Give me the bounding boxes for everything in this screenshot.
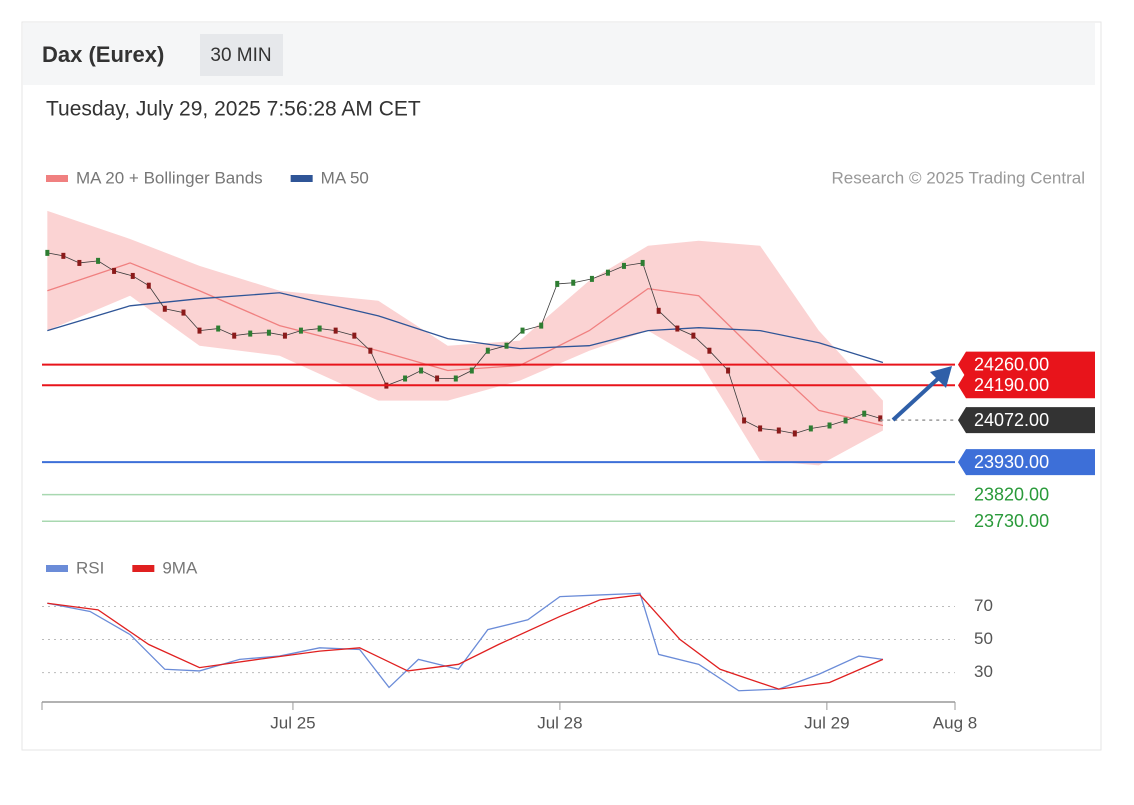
legend-label: RSI <box>76 558 104 577</box>
candle <box>266 329 271 336</box>
credit: Research © 2025 Trading Central <box>832 168 1086 187</box>
candle <box>504 342 509 349</box>
level-label: 24072.00 <box>974 410 1049 430</box>
candle <box>130 272 135 279</box>
candle <box>878 415 883 422</box>
level-box <box>958 449 1095 476</box>
timestamp: Tuesday, July 29, 2025 7:56:28 AM CET <box>46 98 421 121</box>
level-label: 23820.00 <box>974 484 1049 504</box>
series-line <box>47 292 884 364</box>
series-line <box>47 594 884 690</box>
candle <box>691 332 696 339</box>
x-tick-label: Jul 29 <box>804 713 849 732</box>
interval-box <box>200 34 283 76</box>
candle <box>368 347 373 354</box>
candle <box>112 267 117 274</box>
candle <box>675 325 680 332</box>
header-band <box>23 23 1095 85</box>
level-box <box>958 407 1095 434</box>
interval: 30 MIN <box>210 45 271 66</box>
candle <box>605 269 610 276</box>
candle <box>181 309 186 316</box>
level-label: 24260.00 <box>974 354 1049 374</box>
legend-label: 9MA <box>162 558 198 577</box>
level-label: 23930.00 <box>974 452 1049 472</box>
candle <box>758 425 763 432</box>
candle <box>232 332 237 339</box>
candle <box>216 325 221 332</box>
candle <box>792 430 797 437</box>
candle <box>298 327 303 334</box>
x-tick-label: Jul 25 <box>270 713 315 732</box>
x-tick-label: Jul 28 <box>537 713 582 732</box>
legend-label: MA 20 + Bollinger Bands <box>76 168 263 187</box>
level-box <box>958 372 1095 399</box>
candle <box>45 249 50 256</box>
candle <box>776 427 781 434</box>
candle <box>96 257 101 264</box>
candle <box>843 417 848 424</box>
candle <box>352 332 357 339</box>
candle <box>403 375 408 382</box>
candle <box>808 425 813 432</box>
candle <box>707 347 712 354</box>
candle <box>469 367 474 374</box>
trend-arrow <box>891 373 944 422</box>
candle <box>248 330 253 337</box>
y-tick-label: 50 <box>974 629 993 648</box>
level-label: 23730.00 <box>974 511 1049 531</box>
y-tick-label: 30 <box>974 662 993 681</box>
candle <box>539 322 544 329</box>
candle <box>742 417 747 424</box>
candle <box>146 282 151 289</box>
legend-swatch <box>46 565 68 572</box>
candle <box>862 410 867 417</box>
x-tick-label: Aug 8 <box>933 713 977 732</box>
candle <box>555 280 560 287</box>
candle <box>77 259 82 266</box>
candle <box>520 327 525 334</box>
candle <box>333 327 338 334</box>
legend-swatch <box>132 565 155 572</box>
candle <box>419 367 424 374</box>
candle <box>621 262 626 269</box>
bollinger-band <box>47 210 883 466</box>
candle <box>197 327 202 334</box>
candle <box>61 252 66 259</box>
candle <box>453 375 458 382</box>
candle <box>827 422 832 429</box>
candle <box>485 347 490 354</box>
candle <box>656 307 661 314</box>
title: Dax (Eurex) <box>42 42 164 67</box>
candle <box>726 367 731 374</box>
price-line <box>47 252 881 434</box>
legend-swatch <box>46 175 68 182</box>
legend-swatch <box>290 175 313 182</box>
candle <box>640 259 645 266</box>
candle <box>162 305 167 312</box>
level-box <box>958 351 1095 378</box>
candle <box>435 375 440 382</box>
series-line <box>47 592 884 692</box>
trend-arrow-head <box>930 366 952 388</box>
candle <box>589 275 594 282</box>
candle <box>571 279 576 286</box>
legend-label: MA 50 <box>321 168 369 187</box>
candle <box>317 325 322 332</box>
y-tick-label: 70 <box>974 596 993 615</box>
candle <box>282 332 287 339</box>
level-label: 24190.00 <box>974 375 1049 395</box>
